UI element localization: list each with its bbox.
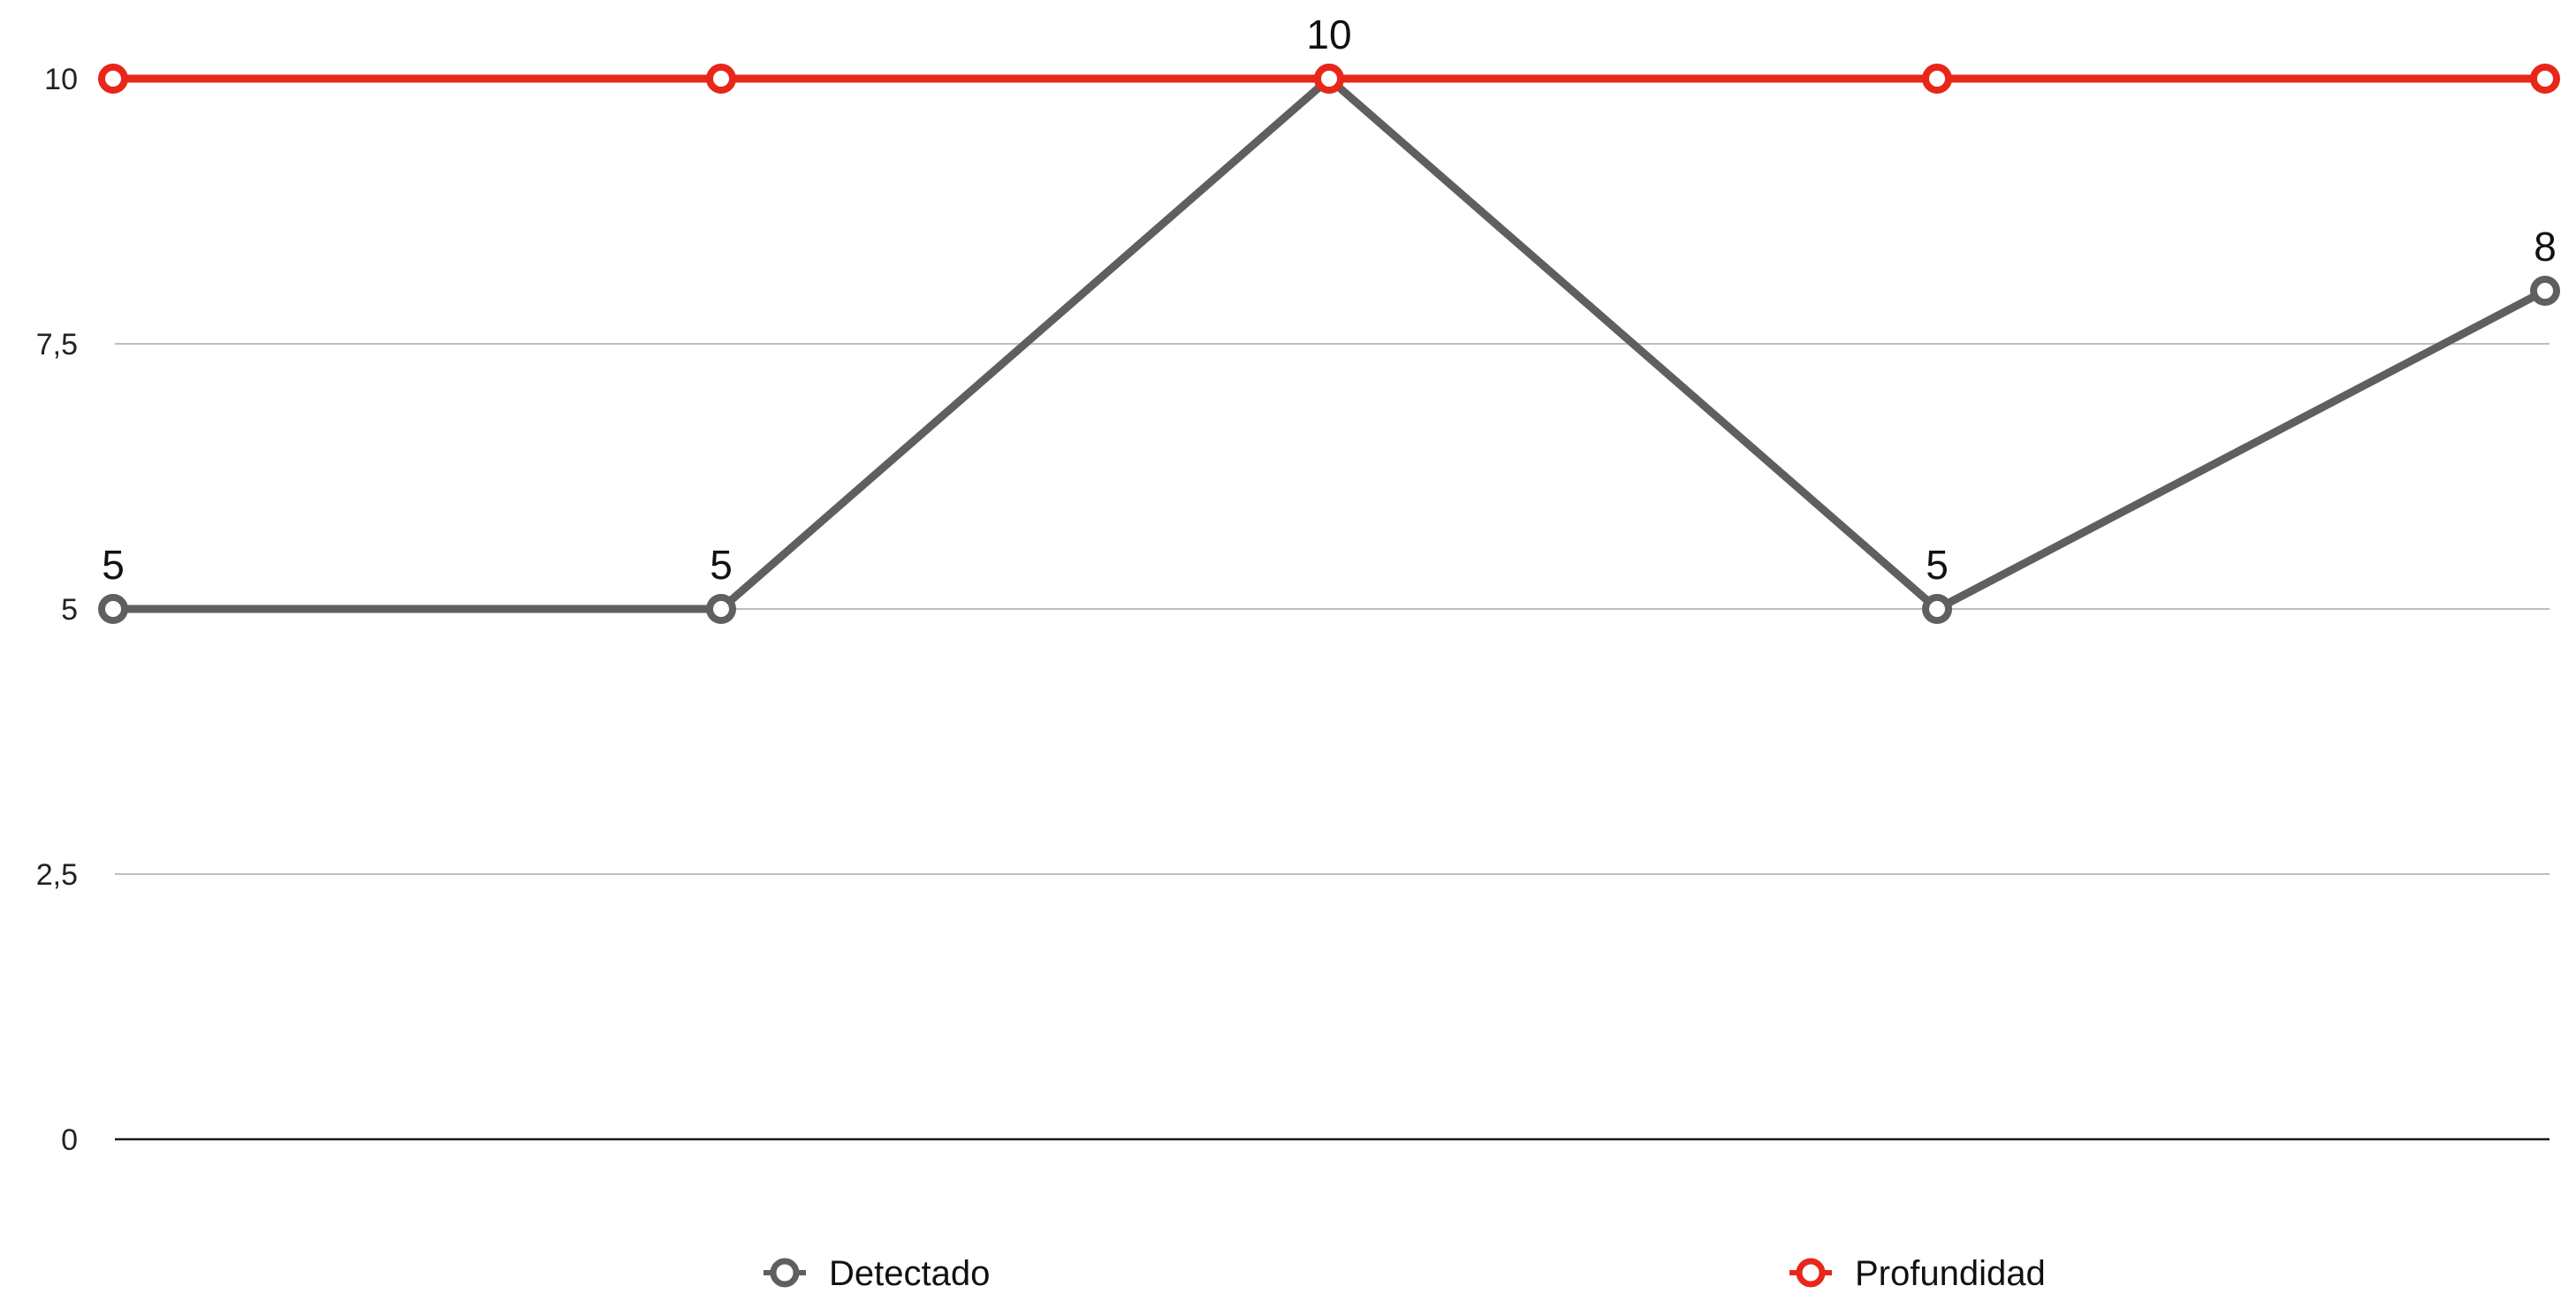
y-tick-label: 7,5 xyxy=(36,328,78,361)
data-point xyxy=(98,64,128,94)
data-labels: 5 5 10 5 8 xyxy=(102,11,2557,588)
data-point xyxy=(706,594,736,624)
legend-label: Profundidad xyxy=(1855,1254,2046,1293)
data-point xyxy=(2530,64,2560,94)
data-label: 5 xyxy=(1926,542,1949,588)
data-point xyxy=(1314,64,1344,94)
legend-label: Detectado xyxy=(829,1254,990,1293)
data-point xyxy=(2530,276,2560,306)
data-point xyxy=(1922,594,1952,624)
y-tick-label: 0 xyxy=(61,1123,78,1157)
y-tick-label: 2,5 xyxy=(36,858,78,892)
data-point xyxy=(98,594,128,624)
data-label: 8 xyxy=(2534,224,2557,270)
data-label: 5 xyxy=(710,542,733,588)
legend-item-profundidad: Profundidad xyxy=(1790,1254,2046,1293)
series-layer xyxy=(98,64,2560,624)
y-tick-label: 5 xyxy=(61,593,78,627)
legend: Detectado Profundidad xyxy=(764,1254,2046,1293)
series-profundidad xyxy=(98,64,2560,94)
data-point xyxy=(706,64,736,94)
y-axis: 0 2,5 5 7,5 10 xyxy=(36,63,78,1157)
data-label: 10 xyxy=(1306,11,1351,57)
y-tick-label: 10 xyxy=(44,63,78,96)
legend-marker-icon xyxy=(770,1258,800,1288)
data-label: 5 xyxy=(102,542,125,588)
legend-item-detectado: Detectado xyxy=(764,1254,990,1293)
legend-marker-icon xyxy=(1796,1258,1826,1288)
data-point xyxy=(1922,64,1952,94)
